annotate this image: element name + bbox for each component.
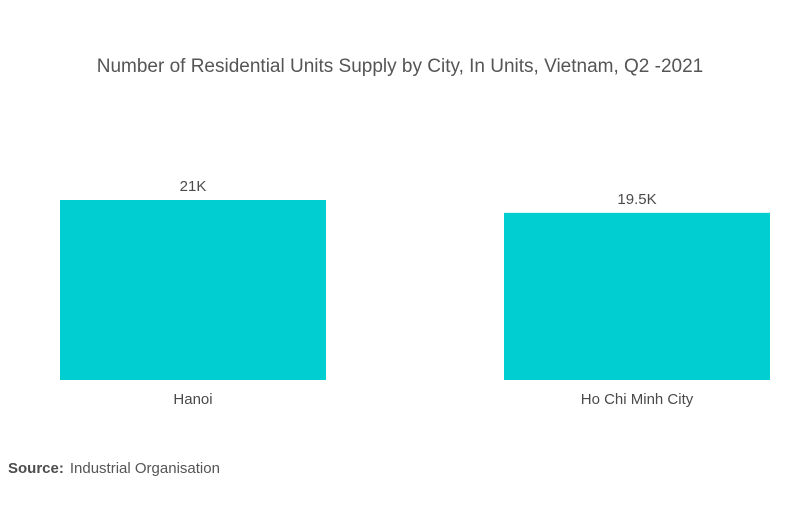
bar-hanoi [60,200,326,380]
source-note: Source: Industrial Organisation [8,460,220,477]
bar-ho-chi-minh-city [504,212,770,380]
category-label: Ho Chi Minh City [581,391,694,408]
data-label: 19.5K [617,191,656,208]
chart-title: Number of Residential Units Supply by Ci… [96,56,704,77]
source-value: Industrial Organisation [69,460,220,477]
source-label: Source: [8,460,64,477]
category-label: Hanoi [173,391,212,408]
data-label: 21K [180,178,207,195]
